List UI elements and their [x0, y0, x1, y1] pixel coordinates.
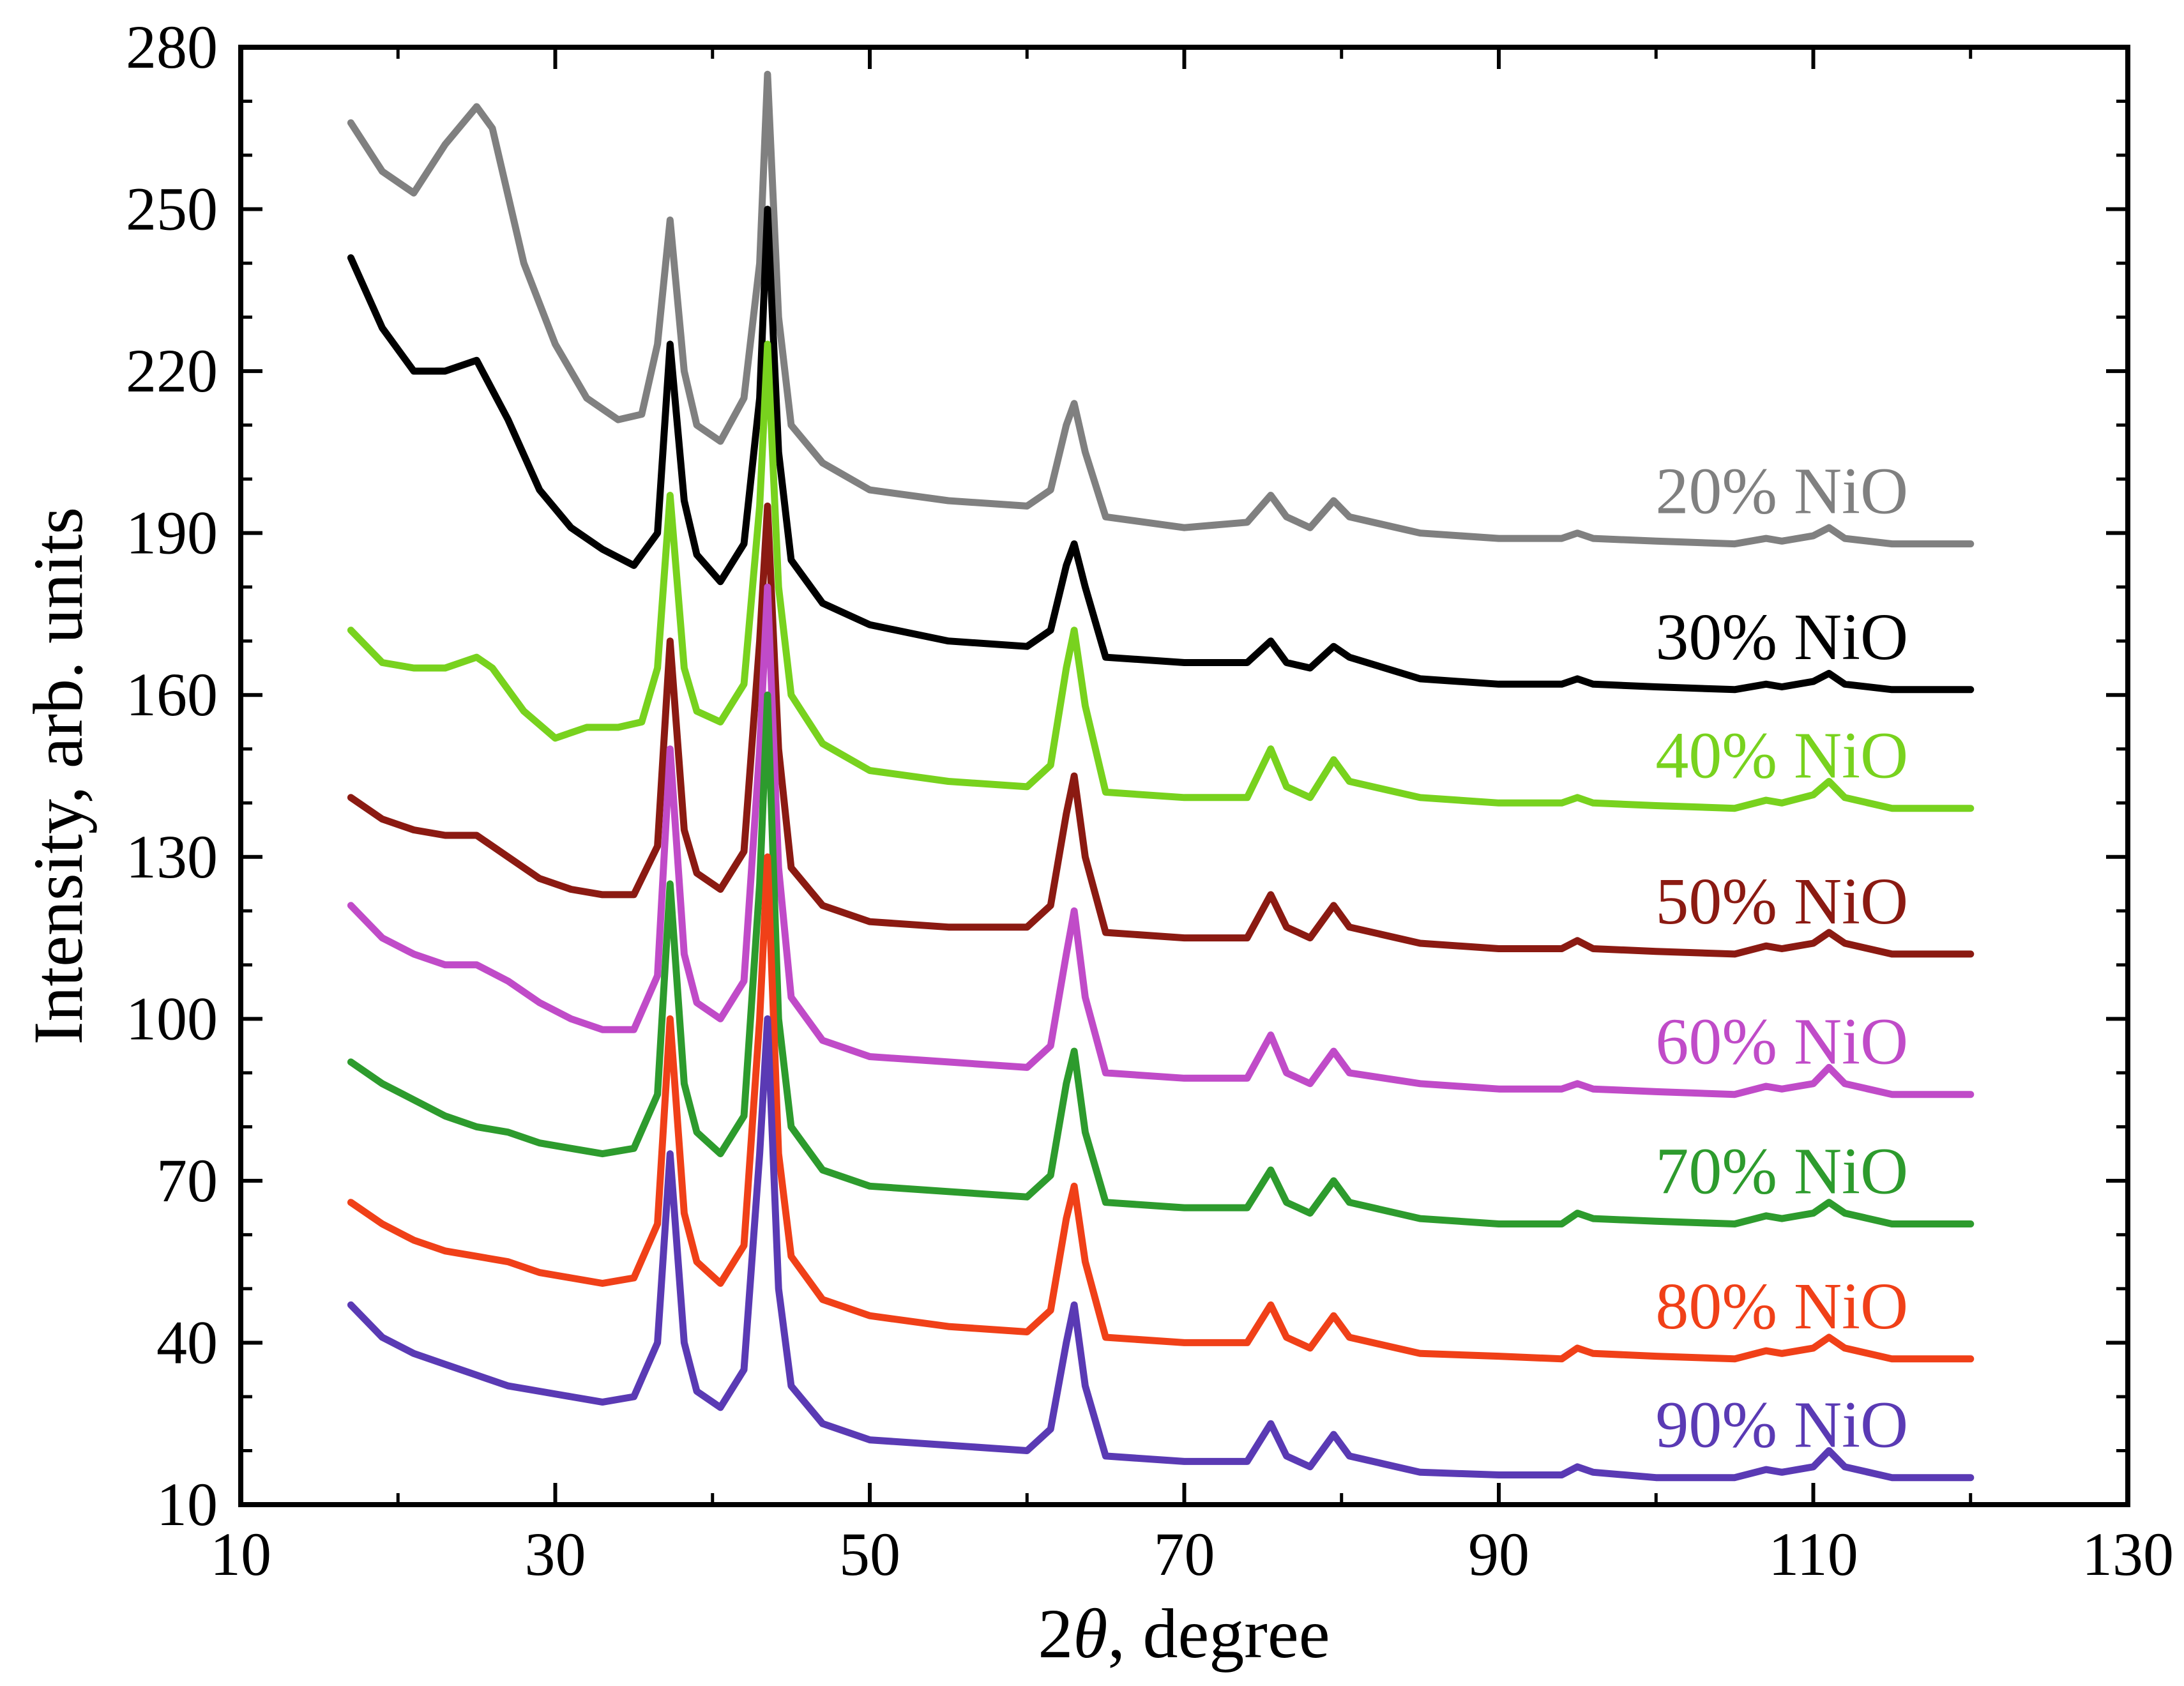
y-tick-label: 100 [126, 984, 218, 1052]
series-label-70-nio: 70% NiO [1655, 1135, 1908, 1208]
series-layer [347, 70, 1975, 1482]
x-tick-label: 50 [839, 1520, 900, 1588]
x-axis-title-symbol: θ [1073, 1595, 1107, 1673]
x-tick-label: 30 [525, 1520, 586, 1588]
y-tick-label: 280 [126, 13, 218, 81]
series-line-60-nio [347, 583, 1975, 1098]
series-line-20-nio [347, 70, 1975, 548]
y-axis-title: Intensity, arb. units [19, 507, 97, 1045]
series-label-30-nio: 30% NiO [1655, 600, 1908, 674]
series-label-60-nio: 60% NiO [1655, 1005, 1908, 1079]
series-label-90-nio: 90% NiO [1655, 1388, 1908, 1462]
x-tick-label: 90 [1468, 1520, 1529, 1588]
y-tick-label: 160 [126, 660, 218, 729]
label-layer: 10 30 50 70 90 110 130 10 40 70 100 130 160 190 220 250… [126, 13, 2174, 1588]
series-label-80-nio: 80% NiO [1655, 1270, 1908, 1343]
y-tick-label: 40 [156, 1308, 218, 1376]
y-tick-label: 220 [126, 337, 218, 405]
series-line-70-nio [347, 691, 1975, 1227]
series-line-30-nio [347, 206, 1975, 694]
y-tick-label: 130 [126, 823, 218, 891]
x-axis-title-suffix: , degree [1107, 1595, 1330, 1673]
plot-frame [238, 45, 2130, 1507]
y-tick-label: 10 [156, 1470, 218, 1538]
series-label-40-nio: 40% NiO [1655, 719, 1908, 793]
series-line-50-nio [347, 502, 1975, 958]
x-axis-title-prefix: 2 [1038, 1595, 1073, 1673]
y-tick-label: 250 [126, 175, 218, 243]
series-line-40-nio [347, 340, 1975, 812]
x-tick-label: 70 [1154, 1520, 1215, 1588]
y-tick-label: 70 [156, 1146, 218, 1215]
x-tick-label: 110 [1768, 1520, 1858, 1588]
series-label-50-nio: 50% NiO [1655, 865, 1908, 938]
x-tick-label: 130 [2082, 1520, 2174, 1588]
series-line-80-nio [347, 853, 1975, 1363]
x-tick-label: 10 [210, 1520, 271, 1588]
y-tick-label: 190 [126, 499, 218, 567]
series-label-20-nio: 20% NiO [1655, 455, 1908, 528]
series-line-90-nio [347, 1015, 1975, 1482]
x-axis-title: 2θ, degree [1038, 1595, 1330, 1673]
